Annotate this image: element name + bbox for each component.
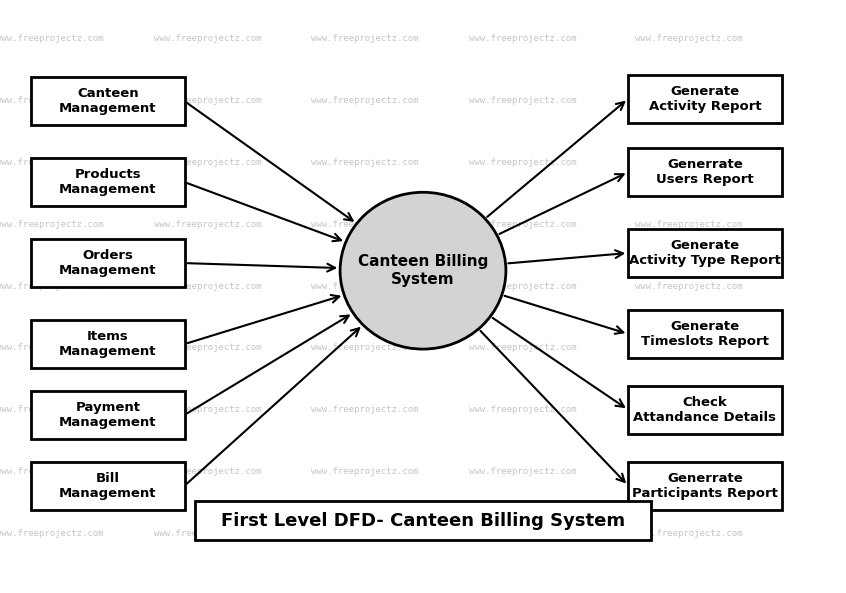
Bar (31, 461, 184, 509)
Text: www.freeprojectz.com: www.freeprojectz.com (311, 158, 419, 167)
Text: Payment
Management: Payment Management (59, 401, 157, 429)
Text: www.freeprojectz.com: www.freeprojectz.com (634, 282, 742, 291)
Text: Bill
Management: Bill Management (59, 471, 157, 500)
Ellipse shape (340, 192, 506, 349)
Text: www.freeprojectz.com: www.freeprojectz.com (634, 467, 742, 476)
Text: www.freeprojectz.com: www.freeprojectz.com (469, 96, 576, 105)
Text: www.freeprojectz.com: www.freeprojectz.com (469, 343, 576, 352)
Text: www.freeprojectz.com: www.freeprojectz.com (634, 34, 742, 43)
Bar (629, 386, 782, 434)
Text: www.freeprojectz.com: www.freeprojectz.com (0, 219, 104, 229)
Text: www.freeprojectz.com: www.freeprojectz.com (154, 467, 261, 476)
Text: www.freeprojectz.com: www.freeprojectz.com (154, 219, 261, 229)
Text: Generrate
Participants Report: Generrate Participants Report (632, 471, 777, 500)
Text: www.freeprojectz.com: www.freeprojectz.com (311, 467, 419, 476)
Bar (31, 239, 184, 287)
Text: www.freeprojectz.com: www.freeprojectz.com (0, 282, 104, 291)
Text: www.freeprojectz.com: www.freeprojectz.com (469, 529, 576, 538)
Text: www.freeprojectz.com: www.freeprojectz.com (154, 34, 261, 43)
Text: Generate
Activity Report: Generate Activity Report (649, 85, 761, 113)
Text: Products
Management: Products Management (59, 168, 157, 196)
Text: www.freeprojectz.com: www.freeprojectz.com (634, 158, 742, 167)
Text: Generate
Activity Type Report: Generate Activity Type Report (629, 239, 781, 267)
Bar (629, 461, 782, 509)
Text: www.freeprojectz.com: www.freeprojectz.com (311, 219, 419, 229)
Text: www.freeprojectz.com: www.freeprojectz.com (634, 219, 742, 229)
Text: www.freeprojectz.com: www.freeprojectz.com (154, 158, 261, 167)
Text: www.freeprojectz.com: www.freeprojectz.com (311, 406, 419, 415)
Bar (31, 77, 184, 125)
Text: www.freeprojectz.com: www.freeprojectz.com (0, 96, 104, 105)
Text: www.freeprojectz.com: www.freeprojectz.com (311, 34, 419, 43)
Text: www.freeprojectz.com: www.freeprojectz.com (0, 343, 104, 352)
Text: www.freeprojectz.com: www.freeprojectz.com (634, 343, 742, 352)
Text: www.freeprojectz.com: www.freeprojectz.com (0, 529, 104, 538)
Text: www.freeprojectz.com: www.freeprojectz.com (634, 96, 742, 105)
Text: www.freeprojectz.com: www.freeprojectz.com (634, 529, 742, 538)
Text: Canteen
Management: Canteen Management (59, 87, 157, 115)
Text: www.freeprojectz.com: www.freeprojectz.com (311, 96, 419, 105)
Bar (31, 158, 184, 206)
Text: www.freeprojectz.com: www.freeprojectz.com (0, 34, 104, 43)
Text: www.freeprojectz.com: www.freeprojectz.com (154, 529, 261, 538)
Text: Items
Management: Items Management (59, 330, 157, 358)
Text: www.freeprojectz.com: www.freeprojectz.com (154, 343, 261, 352)
Bar (31, 320, 184, 368)
Text: www.freeprojectz.com: www.freeprojectz.com (0, 467, 104, 476)
Bar (629, 229, 782, 277)
Bar (629, 148, 782, 196)
Text: First Level DFD- Canteen Billing System: First Level DFD- Canteen Billing System (221, 512, 625, 530)
Text: www.freeprojectz.com: www.freeprojectz.com (469, 406, 576, 415)
Text: www.freeprojectz.com: www.freeprojectz.com (469, 34, 576, 43)
Text: Generrate
Users Report: Generrate Users Report (656, 158, 754, 186)
Text: www.freeprojectz.com: www.freeprojectz.com (469, 219, 576, 229)
Text: Orders
Management: Orders Management (59, 249, 157, 277)
Text: www.freeprojectz.com: www.freeprojectz.com (311, 282, 419, 291)
Text: www.freeprojectz.com: www.freeprojectz.com (469, 158, 576, 167)
Bar (31, 391, 184, 439)
Text: Check
Attandance Details: Check Attandance Details (634, 396, 777, 424)
Text: www.freeprojectz.com: www.freeprojectz.com (311, 343, 419, 352)
Bar (629, 75, 782, 123)
Bar (629, 310, 782, 358)
Text: www.freeprojectz.com: www.freeprojectz.com (311, 529, 419, 538)
Text: www.freeprojectz.com: www.freeprojectz.com (154, 96, 261, 105)
Text: Generate
Timeslots Report: Generate Timeslots Report (641, 320, 769, 348)
Text: www.freeprojectz.com: www.freeprojectz.com (154, 282, 261, 291)
Text: www.freeprojectz.com: www.freeprojectz.com (154, 406, 261, 415)
Text: Canteen Billing
System: Canteen Billing System (358, 254, 488, 287)
Text: www.freeprojectz.com: www.freeprojectz.com (0, 406, 104, 415)
Bar (195, 502, 651, 540)
Text: www.freeprojectz.com: www.freeprojectz.com (634, 406, 742, 415)
Text: www.freeprojectz.com: www.freeprojectz.com (469, 282, 576, 291)
Text: www.freeprojectz.com: www.freeprojectz.com (0, 158, 104, 167)
Text: www.freeprojectz.com: www.freeprojectz.com (469, 467, 576, 476)
